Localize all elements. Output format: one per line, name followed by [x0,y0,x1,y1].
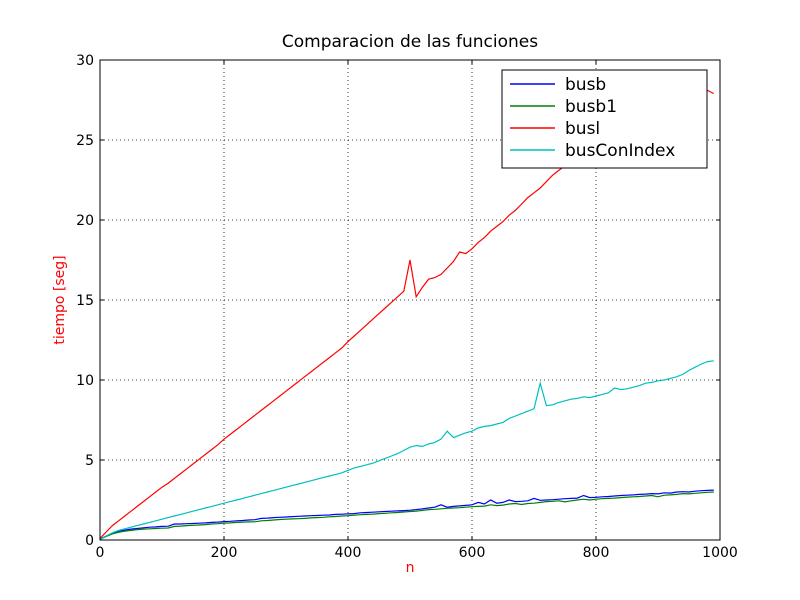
y-tick-label: 30 [76,53,94,69]
y-tick-label: 0 [85,533,94,549]
y-tick-labels: 0 5 10 15 20 25 30 [76,53,94,549]
chart-title: Comparacion de las funciones [282,32,538,52]
series-line-busb1 [99,491,714,540]
legend-label-busl: busl [565,119,600,139]
y-axis-label: tiempo [seg] [52,255,68,344]
legend-label-busb: busb [565,75,606,95]
y-tick-label: 15 [76,293,94,309]
axis-ticks [99,59,721,541]
x-tick-label: 1000 [702,545,738,561]
legend-box [501,69,708,169]
x-tick-label: 400 [335,545,362,561]
series-line-busConIndex [99,360,714,540]
x-tick-labels: 0 200 400 600 800 1000 [96,545,738,561]
legend-label-busb1: busb1 [565,97,617,117]
series-line-busb [99,489,714,540]
x-tick-label: 200 [211,545,238,561]
y-tick-label: 20 [76,213,94,229]
y-tick-label: 10 [76,373,94,389]
x-tick-label: 0 [96,545,105,561]
legend-label-busConIndex: busConIndex [565,141,675,161]
y-tick-label: 5 [85,453,94,469]
x-tick-label: 800 [583,545,610,561]
x-axis-label: n [406,560,415,576]
y-tick-label: 25 [76,133,94,149]
x-tick-label: 600 [459,545,486,561]
